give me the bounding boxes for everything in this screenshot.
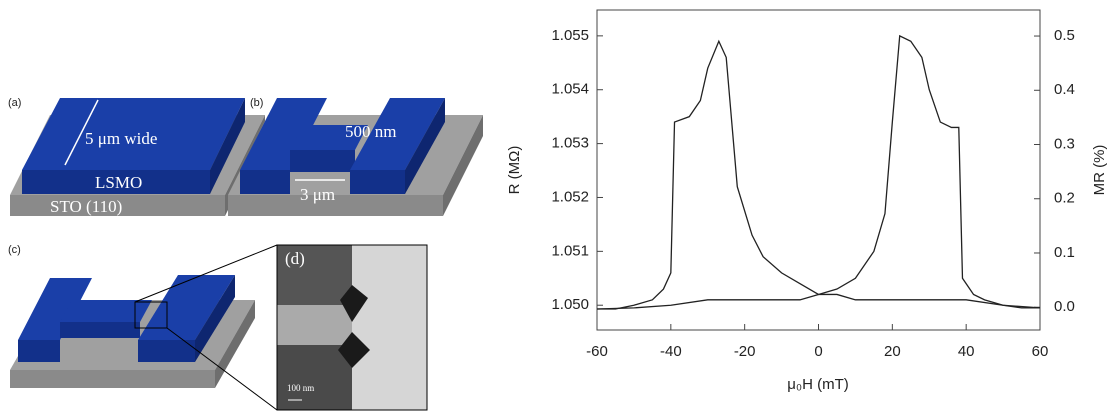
pad-front — [240, 170, 290, 194]
y2-tick-label: 0.4 — [1054, 81, 1075, 98]
y-tick-label: 1.050 — [551, 296, 589, 313]
annotation: 500 nm — [345, 122, 396, 141]
panel-label: (c) — [8, 244, 21, 256]
pad-front — [350, 170, 405, 194]
zoom-line — [134, 244, 278, 303]
x-tick-label: -60 — [586, 343, 608, 360]
plot-frame — [596, 9, 1041, 331]
y2-tick-label: 0.1 — [1054, 244, 1075, 261]
y-tick-label: 1.051 — [551, 242, 589, 259]
x-axis-label: μ₀H (mT) — [787, 376, 849, 393]
panel-label: (a) — [8, 97, 21, 109]
zoom-box — [134, 301, 168, 329]
bridge-top — [290, 125, 368, 150]
annotation: LSMO — [95, 173, 142, 192]
y-tick-label: 1.053 — [551, 135, 589, 152]
data-line — [597, 39, 1041, 310]
y-tick-label: 1.055 — [551, 27, 589, 44]
pad-top — [350, 98, 445, 170]
pad-front — [138, 340, 195, 362]
panel-c: (c) — [8, 244, 278, 411]
micrograph-region — [277, 305, 352, 345]
y2-tick-label: 0.2 — [1054, 190, 1075, 207]
zoom-line — [166, 327, 278, 411]
pad-side — [405, 98, 445, 194]
substrate-side — [443, 115, 483, 216]
y-tick-label: 1.052 — [551, 188, 589, 205]
film-top — [22, 98, 245, 170]
pad-front — [18, 340, 60, 362]
micrograph-feature — [340, 285, 368, 322]
panel-b: (b) 500 nm 3 μm — [228, 97, 483, 216]
micrograph-feature — [338, 332, 370, 368]
annotation: 5 μm wide — [85, 129, 157, 148]
pad-top — [240, 98, 327, 170]
x-tick-label: 60 — [1032, 343, 1049, 360]
arrow — [64, 99, 99, 166]
y-tick-label: 1.054 — [551, 81, 589, 98]
x-tick-label: 0 — [814, 343, 822, 360]
substrate-front — [10, 195, 225, 216]
y2-axis-label: MR (%) — [1091, 145, 1108, 196]
x-tick-label: 20 — [884, 343, 901, 360]
panel-label: (b) — [250, 97, 263, 109]
substrate-front — [10, 370, 215, 388]
substrate-side — [215, 300, 255, 388]
y2-tick-label: 0.5 — [1054, 27, 1075, 44]
panel-d: (d) 100 nm — [276, 244, 428, 411]
frame — [276, 244, 428, 411]
scale-label: 100 nm — [287, 383, 314, 393]
pad-side — [195, 275, 235, 362]
bridge-top — [60, 300, 152, 322]
y2-tick-label: 0.0 — [1054, 298, 1075, 315]
film-side — [210, 98, 245, 194]
y-axis-label: R (MΩ) — [506, 146, 523, 195]
bridge-front — [290, 150, 355, 172]
x-tick-label: -40 — [660, 343, 682, 360]
panel-a: (a) 5 μm wide LSMO STO (110) — [8, 97, 265, 216]
panel-label: (d) — [285, 249, 305, 268]
film-front — [22, 170, 210, 194]
annotation: STO (110) — [50, 197, 122, 216]
y2-tick-label: 0.3 — [1054, 135, 1075, 152]
micrograph-region — [277, 245, 352, 305]
x-tick-label: 40 — [958, 343, 975, 360]
micrograph-region — [277, 345, 352, 410]
pad-top — [18, 278, 92, 340]
substrate-front — [228, 195, 443, 216]
data-line — [596, 34, 1040, 310]
pad-top — [138, 275, 235, 340]
annotation: 3 μm — [300, 185, 335, 204]
x-tick-label: -20 — [734, 343, 756, 360]
bridge-front — [60, 322, 140, 338]
